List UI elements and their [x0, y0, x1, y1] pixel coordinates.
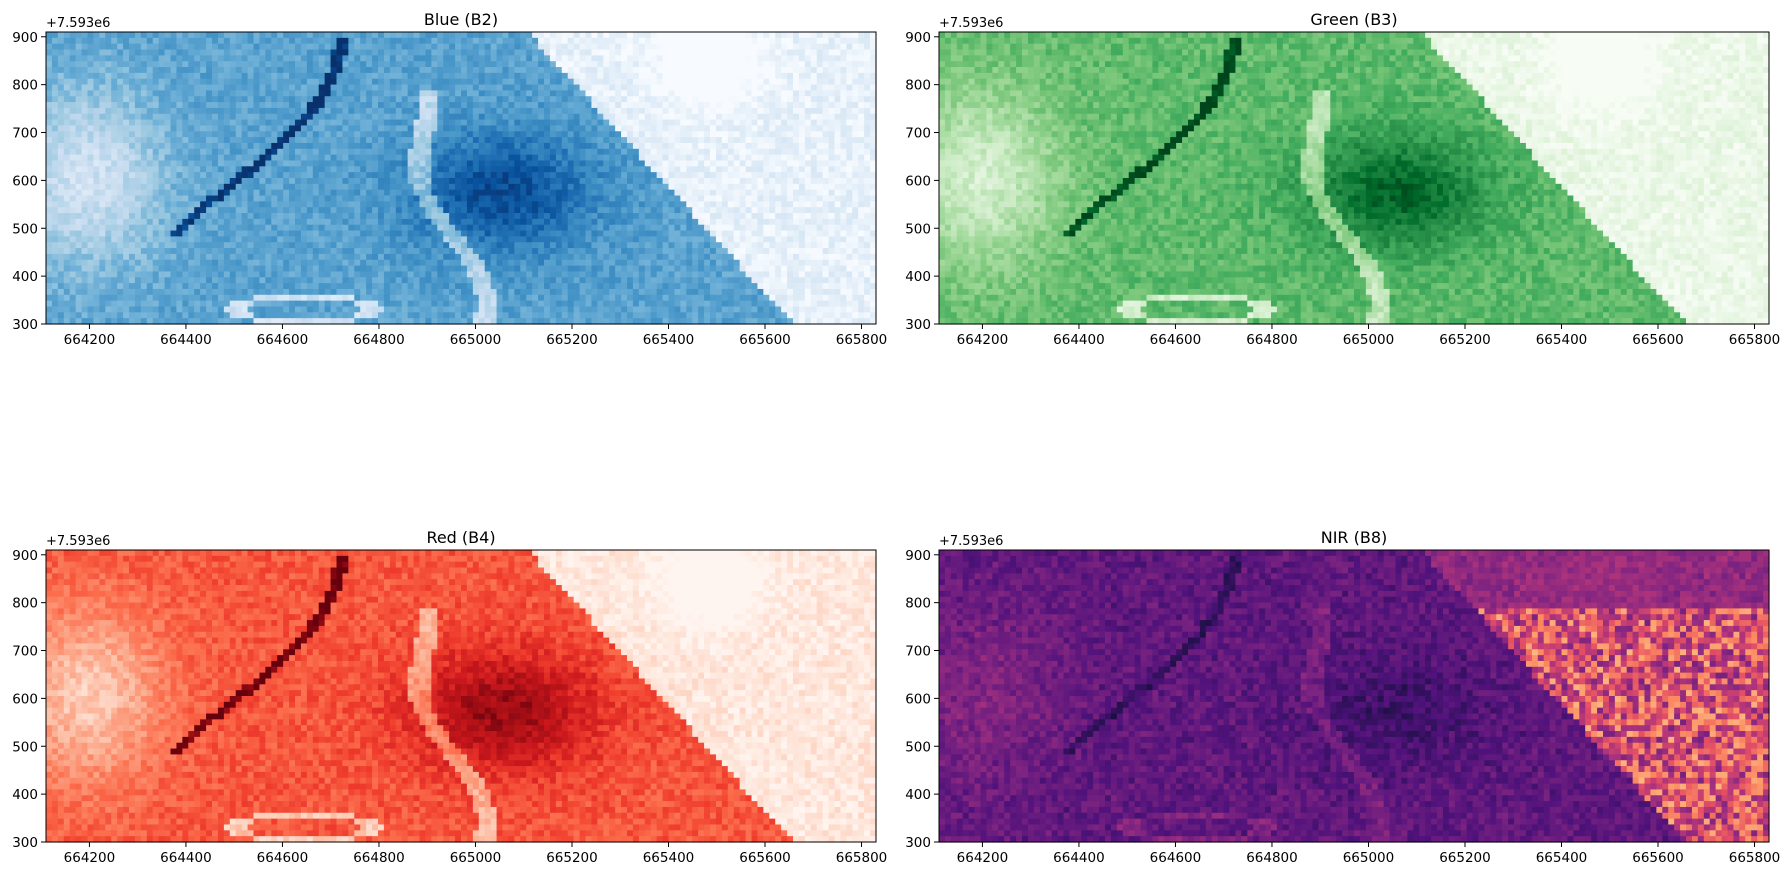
x-tick-label: 665400: [1536, 850, 1588, 866]
raster-image: [939, 550, 1770, 843]
y-tick-label: 900: [905, 548, 931, 564]
axes-frame: [938, 31, 1770, 325]
x-tick-label: 664200: [64, 850, 116, 866]
x-tick-label: 665200: [546, 332, 598, 348]
x-tick-label: 664400: [1053, 332, 1105, 348]
raster-image: [939, 32, 1770, 325]
y-offset-label: +7.593e6: [46, 16, 110, 31]
subplot-title: Green (B3): [1310, 10, 1397, 29]
x-tick-label: 665000: [1343, 332, 1395, 348]
x-tick-label: 665000: [450, 332, 502, 348]
y-tick-label: 500: [12, 221, 38, 237]
x-tick-label: 665400: [643, 850, 695, 866]
y-tick-label: 600: [12, 691, 38, 707]
y-tick-label: 600: [905, 173, 931, 189]
x-tick-label: 664400: [160, 850, 212, 866]
x-tick-label: 664800: [1246, 332, 1298, 348]
x-tick-label: 665200: [1439, 332, 1491, 348]
x-tick-label: 665800: [1729, 332, 1781, 348]
x-tick-label: 665000: [1343, 850, 1395, 866]
y-tick-label: 800: [905, 596, 931, 612]
x-tick-label: 665600: [739, 332, 791, 348]
y-tick-label: 300: [12, 835, 38, 851]
x-tick-label: 664800: [353, 332, 405, 348]
x-tick-label: 664600: [257, 850, 309, 866]
x-tick-label: 665800: [1729, 850, 1781, 866]
y-tick-label: 800: [12, 596, 38, 612]
x-tick-label: 665000: [450, 850, 502, 866]
x-tick-label: 664800: [1246, 850, 1298, 866]
x-tick-label: 664200: [64, 332, 116, 348]
x-tick-label: 664600: [1150, 332, 1202, 348]
x-tick-label: 664200: [957, 850, 1009, 866]
y-tick-label: 600: [905, 691, 931, 707]
x-tick-label: 664400: [160, 332, 212, 348]
raster-image: [46, 550, 877, 843]
y-tick-label: 300: [905, 317, 931, 333]
raster-image: [46, 32, 877, 325]
y-tick-label: 700: [905, 126, 931, 142]
y-tick-label: 700: [12, 126, 38, 142]
x-tick-label: 665600: [739, 850, 791, 866]
y-tick-label: 800: [905, 78, 931, 94]
y-tick-label: 400: [905, 269, 931, 285]
y-tick-label: 900: [12, 548, 38, 564]
y-tick-label: 500: [905, 221, 931, 237]
x-tick-label: 664600: [1150, 850, 1202, 866]
y-tick-label: 600: [12, 173, 38, 189]
y-tick-label: 700: [905, 644, 931, 660]
x-tick-label: 664400: [1053, 850, 1105, 866]
x-tick-label: 665200: [546, 850, 598, 866]
subplot-4: NIR (B8) +7.593e6 664200 664400 664600 664800…: [905, 528, 1780, 866]
y-tick-label: 500: [905, 739, 931, 755]
axes-frame: [45, 31, 877, 325]
x-tick-label: 665400: [643, 332, 695, 348]
subplot-1: Blue (B2) +7.593e6 664200 664400 664600 66480…: [12, 10, 887, 348]
y-tick-label: 300: [905, 835, 931, 851]
x-tick-label: 665800: [836, 850, 888, 866]
y-offset-label: +7.593e6: [46, 534, 110, 549]
x-tick-label: 665800: [836, 332, 888, 348]
subplot-2: Green (B3) +7.593e6 664200 664400 664600 6648…: [905, 10, 1780, 348]
y-tick-label: 900: [12, 30, 38, 46]
subplot-title: NIR (B8): [1321, 528, 1388, 547]
subplot-title: Red (B4): [426, 528, 495, 547]
y-tick-label: 800: [12, 78, 38, 94]
subplot-3: Red (B4) +7.593e6 664200 664400 664600 664800…: [12, 528, 887, 866]
y-offset-label: +7.593e6: [939, 534, 1003, 549]
y-tick-label: 400: [12, 787, 38, 803]
subplot-title: Blue (B2): [424, 10, 498, 29]
y-tick-label: 400: [905, 787, 931, 803]
axes-frame: [938, 549, 1770, 843]
y-offset-label: +7.593e6: [939, 16, 1003, 31]
axes-frame: [45, 549, 877, 843]
x-tick-label: 665600: [1632, 850, 1684, 866]
x-tick-label: 664800: [353, 850, 405, 866]
y-tick-label: 700: [12, 644, 38, 660]
x-tick-label: 664200: [957, 332, 1009, 348]
y-tick-label: 900: [905, 30, 931, 46]
x-tick-label: 665200: [1439, 850, 1491, 866]
y-tick-label: 300: [12, 317, 38, 333]
x-tick-label: 665400: [1536, 332, 1588, 348]
x-tick-label: 664600: [257, 332, 309, 348]
y-tick-label: 400: [12, 269, 38, 285]
y-tick-label: 500: [12, 739, 38, 755]
x-tick-label: 665600: [1632, 332, 1684, 348]
